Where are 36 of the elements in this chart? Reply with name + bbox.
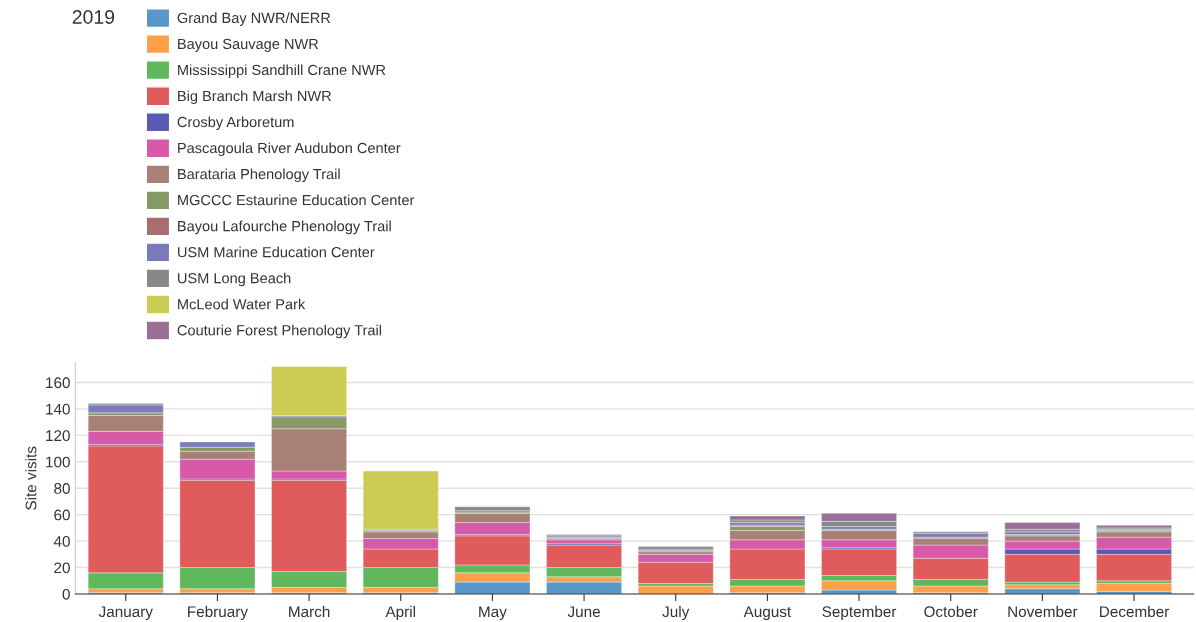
- x-tick-label: August: [743, 606, 792, 621]
- legend-label: Mississippi Sandhill Crane NWR: [178, 64, 386, 78]
- x-tick-label: March: [289, 605, 330, 618]
- x-tick-label: October: [924, 605, 978, 618]
- legend-label: USM Long Beach: [178, 272, 291, 287]
- x-tick-label: July: [662, 605, 690, 621]
- x-tick-label: May: [479, 606, 507, 621]
- legend-label: McLeod Water Park: [178, 298, 306, 310]
- legend-label: Couturie Forest Phenology Trail: [177, 324, 382, 339]
- x-tick-label: December: [1100, 605, 1170, 618]
- y-tick-label: 140: [46, 403, 70, 415]
- y-tick-label: 100: [46, 456, 70, 468]
- chart-title: 2019: [72, 10, 115, 24]
- legend-label: MGCCC Estaurine Education Center: [178, 194, 415, 206]
- y-tick-label: 20: [54, 562, 70, 574]
- y-tick-label: 0: [62, 588, 70, 600]
- x-tick-label: February: [188, 605, 248, 621]
- legend-label: Bayou Sauvage NWR: [178, 38, 319, 52]
- legend-label: Bayou Lafourche Phenology Trail: [178, 220, 391, 235]
- x-tick-label: January: [98, 606, 153, 621]
- legend-label: Pascagoula River Audubon Center: [178, 142, 401, 157]
- legend-label: Big Branch Marsh NWR: [178, 90, 332, 105]
- legend-label: Barataria Phenology Trail: [178, 168, 340, 183]
- y-tick-label: 160: [46, 377, 70, 389]
- x-tick-label: June: [567, 606, 600, 618]
- y-tick-label: 40: [53, 535, 70, 547]
- y-tick-label: 120: [46, 430, 70, 442]
- legend-label: Crosby Arboretum: [177, 116, 294, 131]
- y-axis-title: Site visits: [25, 446, 37, 510]
- y-tick-label: 60: [54, 509, 70, 521]
- x-tick-label: November: [1008, 605, 1078, 618]
- x-tick-label: September: [822, 605, 897, 621]
- y-tick-label: 80: [54, 483, 70, 494]
- x-tick-label: April: [385, 605, 415, 621]
- legend-label: USM Marine Education Center: [178, 246, 375, 258]
- legend-label: Grand Bay NWR/NERR: [177, 12, 331, 26]
